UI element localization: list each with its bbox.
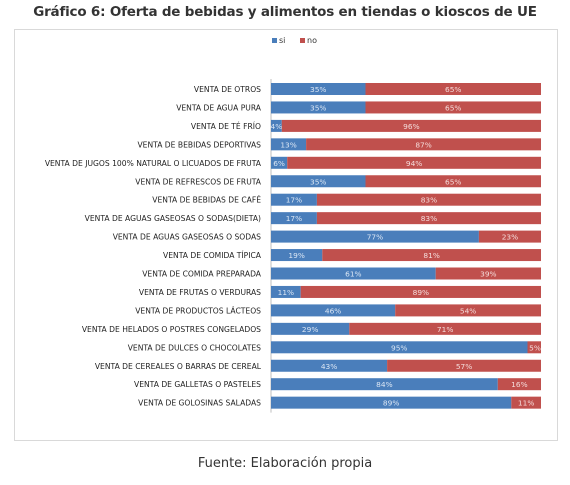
data-label-si: 61% — [345, 270, 361, 279]
bar-si — [271, 304, 396, 317]
data-label-no: 83% — [421, 214, 437, 223]
data-label-si: 13% — [280, 140, 296, 149]
category-label: VENTA DE BEBIDAS DEPORTIVAS — [137, 140, 261, 149]
bar-no — [287, 156, 541, 169]
chart-source: Fuente: Elaboración propia — [197, 456, 373, 471]
bar-si — [271, 138, 307, 151]
bar-no — [387, 359, 541, 372]
bar-si — [271, 322, 350, 335]
legend-label-no: no — [307, 36, 317, 45]
data-label-si: 29% — [302, 325, 318, 334]
data-label-no: 39% — [480, 270, 496, 279]
category-label: VENTA DE TÉ FRÍO — [191, 122, 261, 131]
bar-no — [395, 304, 541, 317]
bar-no — [435, 267, 541, 280]
category-label: VENTA DE GALLETAS O PASTELES — [134, 380, 261, 389]
bar-si — [271, 359, 388, 372]
bar-no — [316, 193, 541, 206]
category-label: VENTA DE JUGOS 100% NATURAL O LICUADOS D… — [45, 159, 262, 168]
data-label-si: 11% — [278, 288, 294, 297]
category-label: VENTA DE OTROS — [194, 85, 261, 94]
bar-no — [497, 378, 541, 391]
bar-no — [365, 83, 541, 95]
category-label: VENTA DE HELADOS O POSTRES CONGELADOS — [82, 325, 261, 334]
data-label-no: 57% — [456, 362, 472, 371]
category-label: VENTA DE COMIDA PREPARADA — [142, 270, 262, 279]
legend-swatch-si — [272, 38, 277, 43]
category-label: VENTA DE BEBIDAS DE CAFÉ — [152, 196, 261, 205]
bar-no — [322, 249, 541, 262]
bar-no — [365, 175, 541, 188]
bar-si — [271, 249, 323, 262]
bar-si — [271, 175, 366, 188]
category-label: VENTA DE FRUTAS O VERDURAS — [139, 288, 261, 297]
data-label-si: 89% — [383, 399, 399, 408]
bar-si — [271, 212, 317, 225]
data-label-si: 19% — [288, 251, 304, 260]
category-label: VENTA DE AGUAS GASEOSAS O SODAS — [113, 233, 261, 242]
data-label-no: 81% — [423, 251, 439, 260]
bar-si — [271, 156, 288, 169]
bar-si — [271, 230, 479, 243]
bar-si — [271, 83, 366, 95]
category-label: VENTA DE CEREALES O BARRAS DE CEREAL — [95, 362, 262, 371]
category-label: VENTA DE COMIDA TÍPICA — [163, 251, 262, 260]
data-label-si: 4% — [271, 122, 283, 131]
data-label-si: 84% — [376, 380, 392, 389]
bar-no — [306, 138, 541, 151]
bar-no — [511, 396, 541, 409]
data-label-no: 5% — [529, 343, 541, 352]
data-label-no: 96% — [403, 122, 419, 131]
data-label-no: 65% — [445, 103, 461, 112]
data-label-no: 83% — [421, 196, 437, 205]
bar-si — [271, 267, 436, 280]
bar-no — [281, 119, 541, 132]
data-label-si: 17% — [286, 214, 302, 223]
chart-title: Gráfico 6: Oferta de bebidas y alimentos… — [33, 4, 537, 20]
bar-si — [271, 285, 301, 298]
bar-no — [478, 230, 541, 243]
data-label-no: 65% — [445, 177, 461, 186]
category-label: VENTA DE GOLOSINAS SALADAS — [138, 399, 261, 408]
bar-si — [271, 101, 366, 114]
data-label-si: 6% — [273, 159, 285, 168]
data-label-si: 35% — [310, 103, 326, 112]
bar-si — [271, 119, 282, 132]
bar-no — [316, 212, 541, 225]
data-label-no: 54% — [460, 306, 476, 315]
bar-si — [271, 378, 498, 391]
bar-no — [300, 285, 541, 298]
data-label-si: 46% — [325, 306, 341, 315]
category-label: VENTA DE AGUA PURA — [176, 103, 262, 112]
data-label-no: 94% — [406, 159, 422, 168]
data-label-si: 17% — [286, 196, 302, 205]
bar-si — [271, 396, 512, 409]
legend-label-si: si — [279, 36, 285, 45]
data-label-no: 65% — [445, 85, 461, 94]
bar-no — [365, 101, 541, 114]
category-label: VENTA DE DULCES O CHOCOLATES — [128, 343, 261, 352]
data-label-no: 23% — [502, 233, 518, 242]
data-label-no: 71% — [437, 325, 453, 334]
category-label: VENTA DE AGUAS GASEOSAS O SODAS(DIETA) — [85, 214, 261, 223]
bar-si — [271, 341, 528, 354]
bar-no — [527, 341, 541, 354]
data-label-si: 95% — [391, 343, 407, 352]
data-label-si: 77% — [367, 233, 383, 242]
category-label: VENTA DE REFRESCOS DE FRUTA — [135, 177, 262, 186]
category-label: VENTA DE PRODUCTOS LÁCTEOS — [135, 306, 261, 315]
data-label-no: 16% — [511, 380, 527, 389]
bar-si — [271, 193, 317, 206]
bar-no — [349, 322, 541, 335]
data-label-no: 11% — [518, 399, 534, 408]
data-label-no: 87% — [415, 140, 431, 149]
data-label-no: 89% — [413, 288, 429, 297]
legend-swatch-no — [300, 38, 305, 43]
data-label-si: 35% — [310, 85, 326, 94]
data-label-si: 43% — [321, 362, 337, 371]
data-label-si: 35% — [310, 177, 326, 186]
